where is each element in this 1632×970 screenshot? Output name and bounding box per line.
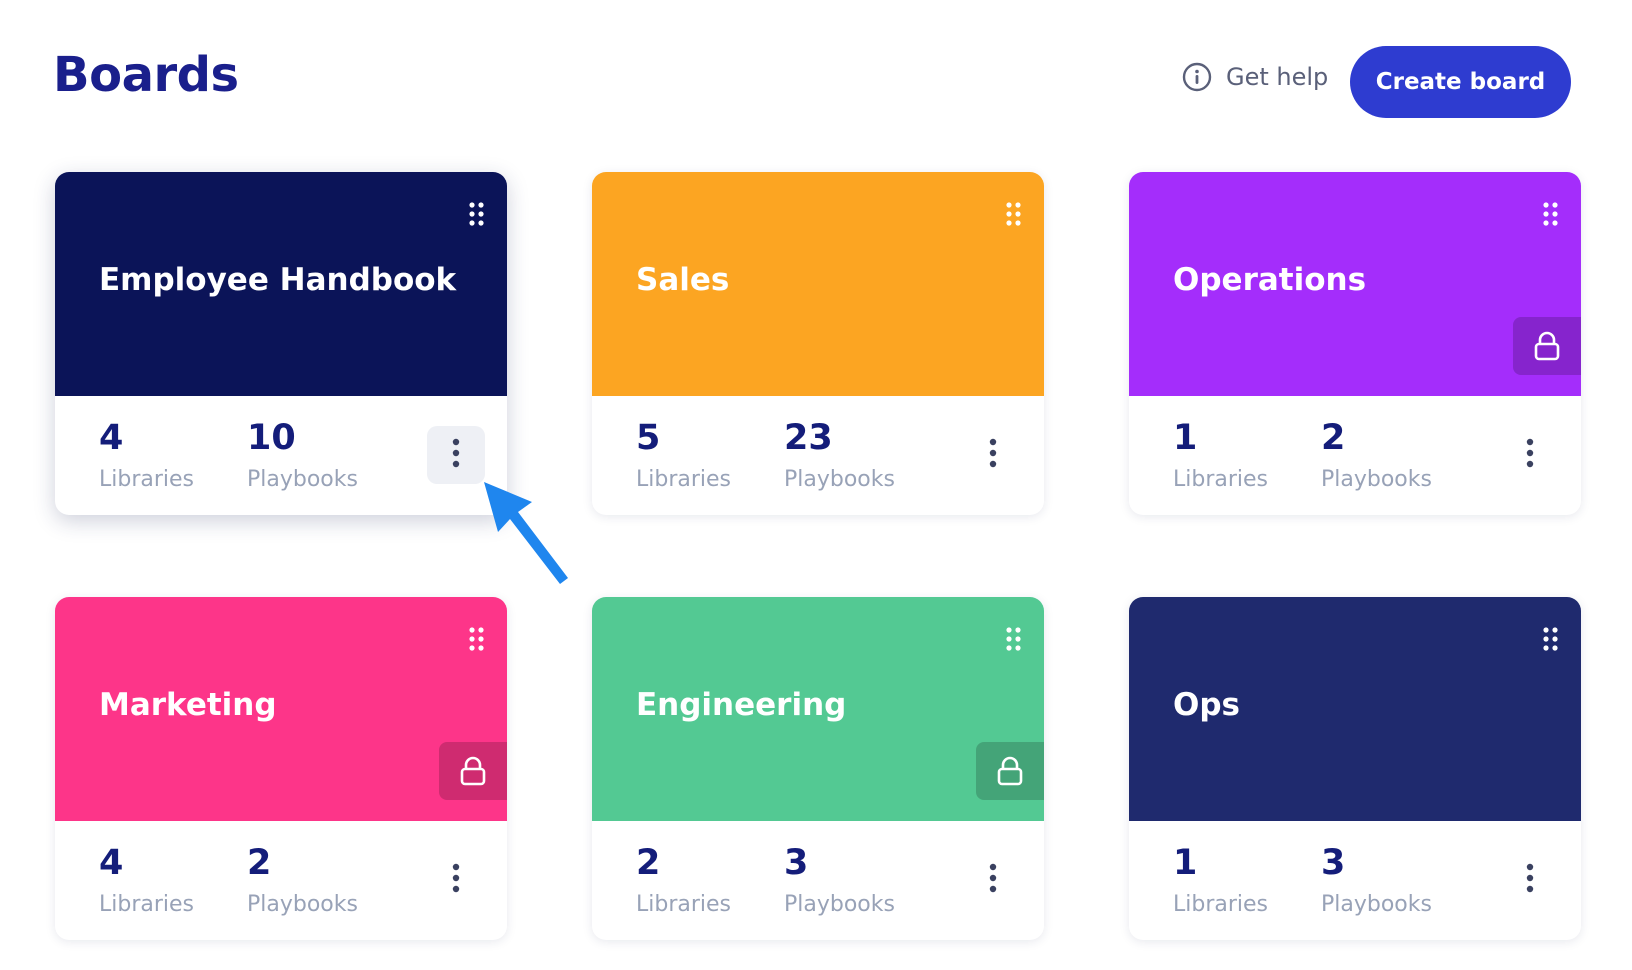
libraries-stat: 5 Libraries: [636, 418, 731, 500]
playbooks-count: 3: [1321, 843, 1346, 883]
get-help-link[interactable]: Get help: [1182, 62, 1328, 92]
drag-handle-icon[interactable]: [1543, 627, 1559, 651]
playbooks-label: Playbooks: [784, 467, 895, 492]
libraries-label: Libraries: [636, 467, 732, 492]
libraries-label: Libraries: [99, 467, 195, 492]
playbooks-label: Playbooks: [247, 467, 358, 492]
playbooks-stat: 10 Playbooks: [247, 418, 358, 500]
create-board-button[interactable]: Create board: [1350, 46, 1571, 118]
libraries-count: 1: [1173, 418, 1198, 458]
libraries-count: 5: [636, 418, 661, 458]
page-title: Boards: [53, 47, 239, 103]
playbooks-label: Playbooks: [784, 892, 895, 917]
libraries-stat: 1 Libraries: [1173, 843, 1268, 925]
more-vertical-icon: [452, 438, 460, 472]
more-vertical-icon: [1526, 438, 1534, 472]
drag-handle-icon[interactable]: [469, 627, 485, 651]
drag-handle-icon[interactable]: [1006, 202, 1022, 226]
playbooks-count: 10: [247, 418, 296, 458]
libraries-label: Libraries: [1173, 892, 1269, 917]
playbooks-stat: 2 Playbooks: [247, 843, 358, 925]
board-title: Operations: [1173, 262, 1367, 298]
card-header[interactable]: Sales: [592, 172, 1044, 396]
libraries-stat: 2 Libraries: [636, 843, 731, 925]
playbooks-count: 2: [247, 843, 272, 883]
drag-handle-icon[interactable]: [469, 202, 485, 226]
lock-icon: [1513, 317, 1581, 375]
playbooks-label: Playbooks: [1321, 467, 1432, 492]
libraries-stat: 4 Libraries: [99, 418, 194, 500]
card-footer: 4 Libraries 2 Playbooks: [55, 821, 507, 940]
libraries-label: Libraries: [1173, 467, 1269, 492]
board-title: Engineering: [636, 687, 847, 723]
more-options-button[interactable]: [964, 426, 1022, 484]
playbooks-stat: 3 Playbooks: [1321, 843, 1432, 925]
board-card-marketing[interactable]: Marketing 4 Libraries 2 Playbooks: [55, 597, 507, 940]
card-footer: 4 Libraries 10 Playbooks: [55, 396, 507, 515]
board-title: Ops: [1173, 687, 1240, 723]
more-vertical-icon: [989, 863, 997, 897]
card-footer: 5 Libraries 23 Playbooks: [592, 396, 1044, 515]
card-header[interactable]: Ops: [1129, 597, 1581, 821]
more-vertical-icon: [452, 863, 460, 897]
board-card-engineering[interactable]: Engineering 2 Libraries 3 Playbooks: [592, 597, 1044, 940]
board-card-ops[interactable]: Ops 1 Libraries 3 Playbooks: [1129, 597, 1581, 940]
more-vertical-icon: [1526, 863, 1534, 897]
card-header[interactable]: Operations: [1129, 172, 1581, 396]
card-header[interactable]: Engineering: [592, 597, 1044, 821]
more-options-button[interactable]: [964, 851, 1022, 909]
libraries-count: 2: [636, 843, 661, 883]
libraries-stat: 1 Libraries: [1173, 418, 1268, 500]
libraries-count: 4: [99, 418, 124, 458]
playbooks-stat: 23 Playbooks: [784, 418, 895, 500]
playbooks-label: Playbooks: [247, 892, 358, 917]
more-options-button[interactable]: [427, 426, 485, 484]
libraries-label: Libraries: [99, 892, 195, 917]
card-header[interactable]: Marketing: [55, 597, 507, 821]
libraries-count: 1: [1173, 843, 1198, 883]
board-title: Sales: [636, 262, 730, 298]
board-card-employee-handbook[interactable]: Employee Handbook 4 Libraries 10 Playboo…: [55, 172, 507, 515]
playbooks-count: 23: [784, 418, 833, 458]
board-title: Employee Handbook: [99, 262, 457, 298]
more-vertical-icon: [989, 438, 997, 472]
libraries-stat: 4 Libraries: [99, 843, 194, 925]
card-footer: 1 Libraries 3 Playbooks: [1129, 821, 1581, 940]
more-options-button[interactable]: [1501, 851, 1559, 909]
playbooks-stat: 2 Playbooks: [1321, 418, 1432, 500]
lock-icon: [976, 742, 1044, 800]
info-circle-icon: [1182, 62, 1212, 92]
lock-icon: [439, 742, 507, 800]
more-options-button[interactable]: [427, 851, 485, 909]
drag-handle-icon[interactable]: [1543, 202, 1559, 226]
card-header[interactable]: Employee Handbook: [55, 172, 507, 396]
more-options-button[interactable]: [1501, 426, 1559, 484]
drag-handle-icon[interactable]: [1006, 627, 1022, 651]
playbooks-label: Playbooks: [1321, 892, 1432, 917]
playbooks-stat: 3 Playbooks: [784, 843, 895, 925]
libraries-count: 4: [99, 843, 124, 883]
get-help-label: Get help: [1226, 63, 1329, 91]
board-title: Marketing: [99, 687, 277, 723]
board-card-sales[interactable]: Sales 5 Libraries 23 Playbooks: [592, 172, 1044, 515]
playbooks-count: 2: [1321, 418, 1346, 458]
libraries-label: Libraries: [636, 892, 732, 917]
board-card-operations[interactable]: Operations 1 Libraries 2 Playbooks: [1129, 172, 1581, 515]
card-footer: 2 Libraries 3 Playbooks: [592, 821, 1044, 940]
card-footer: 1 Libraries 2 Playbooks: [1129, 396, 1581, 515]
playbooks-count: 3: [784, 843, 809, 883]
